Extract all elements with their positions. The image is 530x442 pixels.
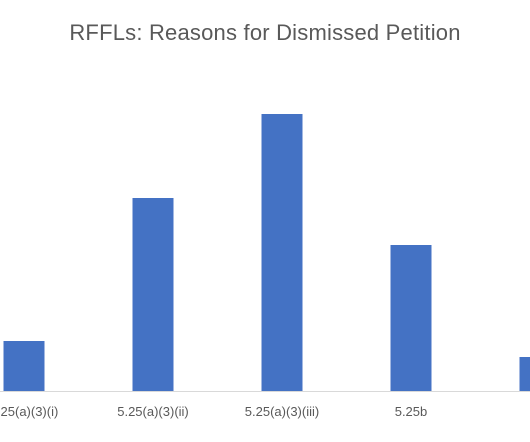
x-tick-label-3: 5.25(a)(3)(iii) (245, 404, 319, 419)
bar-1 (3, 341, 45, 391)
chart-title: RFFLs: Reasons for Dismissed Petition (69, 20, 461, 45)
bar-5 (519, 357, 530, 391)
x-tick-label-1: 5.25(a)(3)(i) (0, 404, 58, 419)
x-tick-label-4: 5.25b (395, 404, 428, 419)
bar-4 (390, 245, 432, 391)
bar-2 (132, 198, 174, 391)
bar-3 (261, 114, 303, 391)
x-tick-label-2: 5.25(a)(3)(ii) (117, 404, 189, 419)
